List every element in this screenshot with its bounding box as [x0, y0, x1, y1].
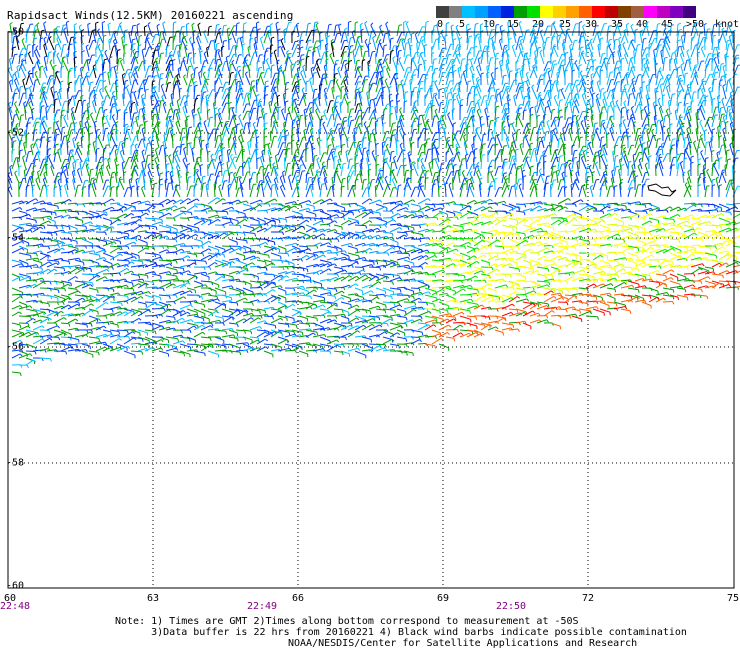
colorbar-segment [605, 6, 618, 18]
footnote-credit: NOAA/NESDIS/Center for Satellite Applica… [288, 638, 638, 649]
colorbar-label: 0 [436, 19, 444, 30]
lon-label-63: 63 [146, 593, 160, 604]
lat-label-58: -58 [6, 457, 25, 469]
colorbar-label: 45 [660, 19, 674, 30]
colorbar-segment [683, 6, 696, 18]
colorbar-segment [449, 6, 462, 18]
colorbar-segment [566, 6, 579, 18]
colorbar-segment [527, 6, 540, 18]
lon-label-66: 66 [291, 593, 305, 604]
colorbar-segment [475, 6, 488, 18]
time-label-3: 22:50 [495, 601, 527, 612]
colorbar-label: 30 [584, 19, 598, 30]
lat-label-52: -52 [6, 127, 25, 139]
colorbar-segment [540, 6, 553, 18]
wind-barbs [7, 20, 740, 377]
colorbar-segment [670, 6, 683, 18]
colorbar-units: knots [715, 19, 740, 30]
lon-label-60: 60 [3, 593, 17, 604]
time-label-1: 22:48 [0, 601, 31, 612]
colorbar-segment [644, 6, 657, 18]
footnotes: Note: 1) Times are GMT 2)Times along bot… [115, 616, 687, 649]
colorbar-segment [618, 6, 631, 18]
colorbar-segment [488, 6, 501, 18]
colorbar-label: 5 [458, 19, 466, 30]
colorbar-segment [436, 6, 449, 18]
lat-label-60: -60 [6, 580, 25, 592]
lon-label-75: 75 [726, 593, 740, 604]
colorbar-segment [462, 6, 475, 18]
colorbar-segment [657, 6, 670, 18]
wind-speed-colorbar [436, 6, 696, 18]
lon-label-69: 69 [436, 593, 450, 604]
island-outline [647, 183, 677, 197]
lat-label-54: -54 [6, 232, 25, 244]
colorbar-label: 25 [558, 19, 572, 30]
colorbar-label: 10 [482, 19, 496, 30]
lon-label-72: 72 [581, 593, 595, 604]
time-label-2: 22:49 [246, 601, 278, 612]
lat-label-56: -56 [6, 341, 25, 353]
footnote-line-2: 3)Data buffer is 22 hrs from 20160221 4)… [115, 627, 687, 638]
colorbar-segment [553, 6, 566, 18]
lat-label-50: -50 [6, 26, 25, 38]
colorbar-segment [514, 6, 527, 18]
map-title: Rapidsact Winds(12.5KM) 20160221 ascendi… [7, 9, 294, 22]
colorbar-segment [631, 6, 644, 18]
colorbar-segment [592, 6, 605, 18]
colorbar-segment [579, 6, 592, 18]
map-frame [7, 31, 735, 589]
colorbar-segment [501, 6, 514, 18]
footnote-line-1: Note: 1) Times are GMT 2)Times along bot… [115, 616, 579, 627]
colorbar-label: 40 [635, 19, 649, 30]
island-shape [647, 183, 677, 197]
